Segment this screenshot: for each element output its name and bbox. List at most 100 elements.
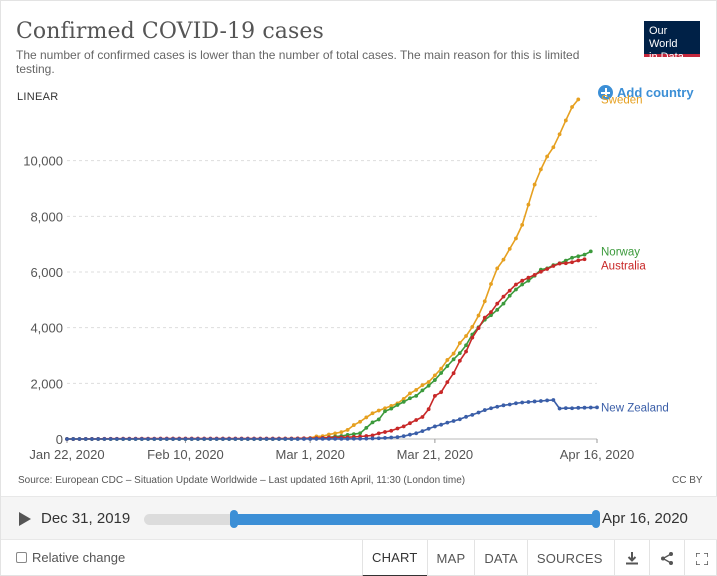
data-point-australia[interactable] <box>570 260 574 265</box>
series-line-sweden[interactable] <box>67 98 579 440</box>
data-point-sweden[interactable] <box>445 358 450 362</box>
data-point-new_zealand[interactable] <box>220 437 225 441</box>
data-point-sweden[interactable] <box>501 257 506 262</box>
relative-change-checkbox[interactable] <box>16 552 27 563</box>
data-point-australia[interactable] <box>432 393 437 398</box>
data-point-australia[interactable] <box>389 428 394 433</box>
data-point-sweden[interactable] <box>339 430 344 434</box>
data-point-norway[interactable] <box>563 258 568 263</box>
data-point-sweden[interactable] <box>551 145 556 150</box>
data-point-new_zealand[interactable] <box>470 412 475 417</box>
data-point-new_zealand[interactable] <box>482 408 487 412</box>
data-point-norway[interactable] <box>570 255 574 260</box>
data-point-sweden[interactable] <box>414 388 419 392</box>
data-point-new_zealand[interactable] <box>127 437 132 441</box>
data-point-new_zealand[interactable] <box>152 437 157 441</box>
data-point-norway[interactable] <box>376 417 381 422</box>
data-point-sweden[interactable] <box>333 431 338 436</box>
data-point-new_zealand[interactable] <box>183 437 188 441</box>
data-point-norway[interactable] <box>439 371 444 375</box>
play-icon[interactable] <box>19 512 31 526</box>
data-point-sweden[interactable] <box>576 97 581 102</box>
download-button[interactable] <box>614 540 648 576</box>
data-point-new_zealand[interactable] <box>451 419 456 423</box>
data-point-new_zealand[interactable] <box>83 437 88 441</box>
data-point-sweden[interactable] <box>538 167 543 172</box>
data-point-australia[interactable] <box>408 421 412 426</box>
data-point-new_zealand[interactable] <box>582 405 587 410</box>
data-point-norway[interactable] <box>520 282 525 287</box>
legend-label-australia[interactable]: Australia <box>601 260 646 272</box>
data-point-sweden[interactable] <box>482 299 487 304</box>
data-point-new_zealand[interactable] <box>457 417 462 422</box>
data-point-norway[interactable] <box>420 388 425 393</box>
data-point-australia[interactable] <box>526 275 531 280</box>
tab-map[interactable]: MAP <box>426 540 475 576</box>
data-point-new_zealand[interactable] <box>202 437 207 441</box>
data-point-sweden[interactable] <box>563 118 568 123</box>
data-point-new_zealand[interactable] <box>408 432 412 437</box>
data-point-new_zealand[interactable] <box>326 436 331 441</box>
data-point-new_zealand[interactable] <box>358 436 362 441</box>
data-point-norway[interactable] <box>507 293 512 298</box>
data-point-australia[interactable] <box>495 301 500 306</box>
data-point-new_zealand[interactable] <box>495 404 500 409</box>
data-point-sweden[interactable] <box>514 236 518 241</box>
relative-change-toggle[interactable]: Relative change <box>16 550 125 565</box>
data-point-sweden[interactable] <box>432 373 437 378</box>
data-point-new_zealand[interactable] <box>214 437 219 441</box>
data-point-sweden[interactable] <box>570 105 574 109</box>
data-point-norway[interactable] <box>501 301 506 306</box>
data-point-norway[interactable] <box>389 406 394 411</box>
data-point-sweden[interactable] <box>470 324 475 329</box>
data-point-new_zealand[interactable] <box>526 400 531 404</box>
data-point-norway[interactable] <box>370 420 375 425</box>
data-point-norway[interactable] <box>351 432 356 437</box>
data-point-new_zealand[interactable] <box>420 429 425 434</box>
data-point-australia[interactable] <box>557 261 562 266</box>
data-point-new_zealand[interactable] <box>432 424 437 429</box>
data-point-sweden[interactable] <box>351 423 356 427</box>
data-point-australia[interactable] <box>426 407 431 412</box>
tab-data[interactable]: DATA <box>474 540 527 576</box>
data-point-norway[interactable] <box>514 287 518 292</box>
series-line-australia[interactable] <box>67 258 585 440</box>
data-point-australia[interactable] <box>370 433 375 438</box>
data-point-sweden[interactable] <box>439 366 444 371</box>
data-point-australia[interactable] <box>538 269 543 274</box>
data-point-new_zealand[interactable] <box>158 437 163 441</box>
data-point-new_zealand[interactable] <box>264 437 269 441</box>
data-point-new_zealand[interactable] <box>295 437 300 441</box>
fullscreen-button[interactable] <box>684 540 717 576</box>
data-point-new_zealand[interactable] <box>189 437 194 441</box>
data-point-new_zealand[interactable] <box>252 437 256 441</box>
data-point-sweden[interactable] <box>370 411 375 416</box>
data-point-norway[interactable] <box>432 378 437 382</box>
data-point-new_zealand[interactable] <box>121 437 126 441</box>
data-point-norway[interactable] <box>383 409 387 414</box>
data-point-new_zealand[interactable] <box>314 437 319 441</box>
share-button[interactable] <box>649 540 683 576</box>
data-point-new_zealand[interactable] <box>551 398 556 402</box>
data-point-norway[interactable] <box>451 357 456 362</box>
data-point-new_zealand[interactable] <box>445 420 450 425</box>
add-country-button[interactable]: Add country <box>598 85 694 100</box>
data-point-new_zealand[interactable] <box>426 426 431 431</box>
data-point-new_zealand[interactable] <box>401 434 406 439</box>
data-point-sweden[interactable] <box>457 341 462 345</box>
data-point-new_zealand[interactable] <box>364 436 369 441</box>
data-point-new_zealand[interactable] <box>414 431 419 436</box>
data-point-new_zealand[interactable] <box>320 436 325 441</box>
series-line-norway[interactable] <box>67 250 592 440</box>
data-point-new_zealand[interactable] <box>139 437 144 441</box>
data-point-norway[interactable] <box>576 254 581 259</box>
data-point-australia[interactable] <box>582 257 587 262</box>
timeline-start-handle[interactable] <box>230 510 239 528</box>
data-point-australia[interactable] <box>576 258 581 263</box>
data-point-new_zealand[interactable] <box>557 406 562 411</box>
data-point-new_zealand[interactable] <box>177 437 182 441</box>
data-point-new_zealand[interactable] <box>71 437 76 441</box>
data-point-sweden[interactable] <box>389 403 394 408</box>
owid-logo[interactable]: Our World in Data <box>644 21 700 63</box>
data-point-new_zealand[interactable] <box>270 437 275 441</box>
